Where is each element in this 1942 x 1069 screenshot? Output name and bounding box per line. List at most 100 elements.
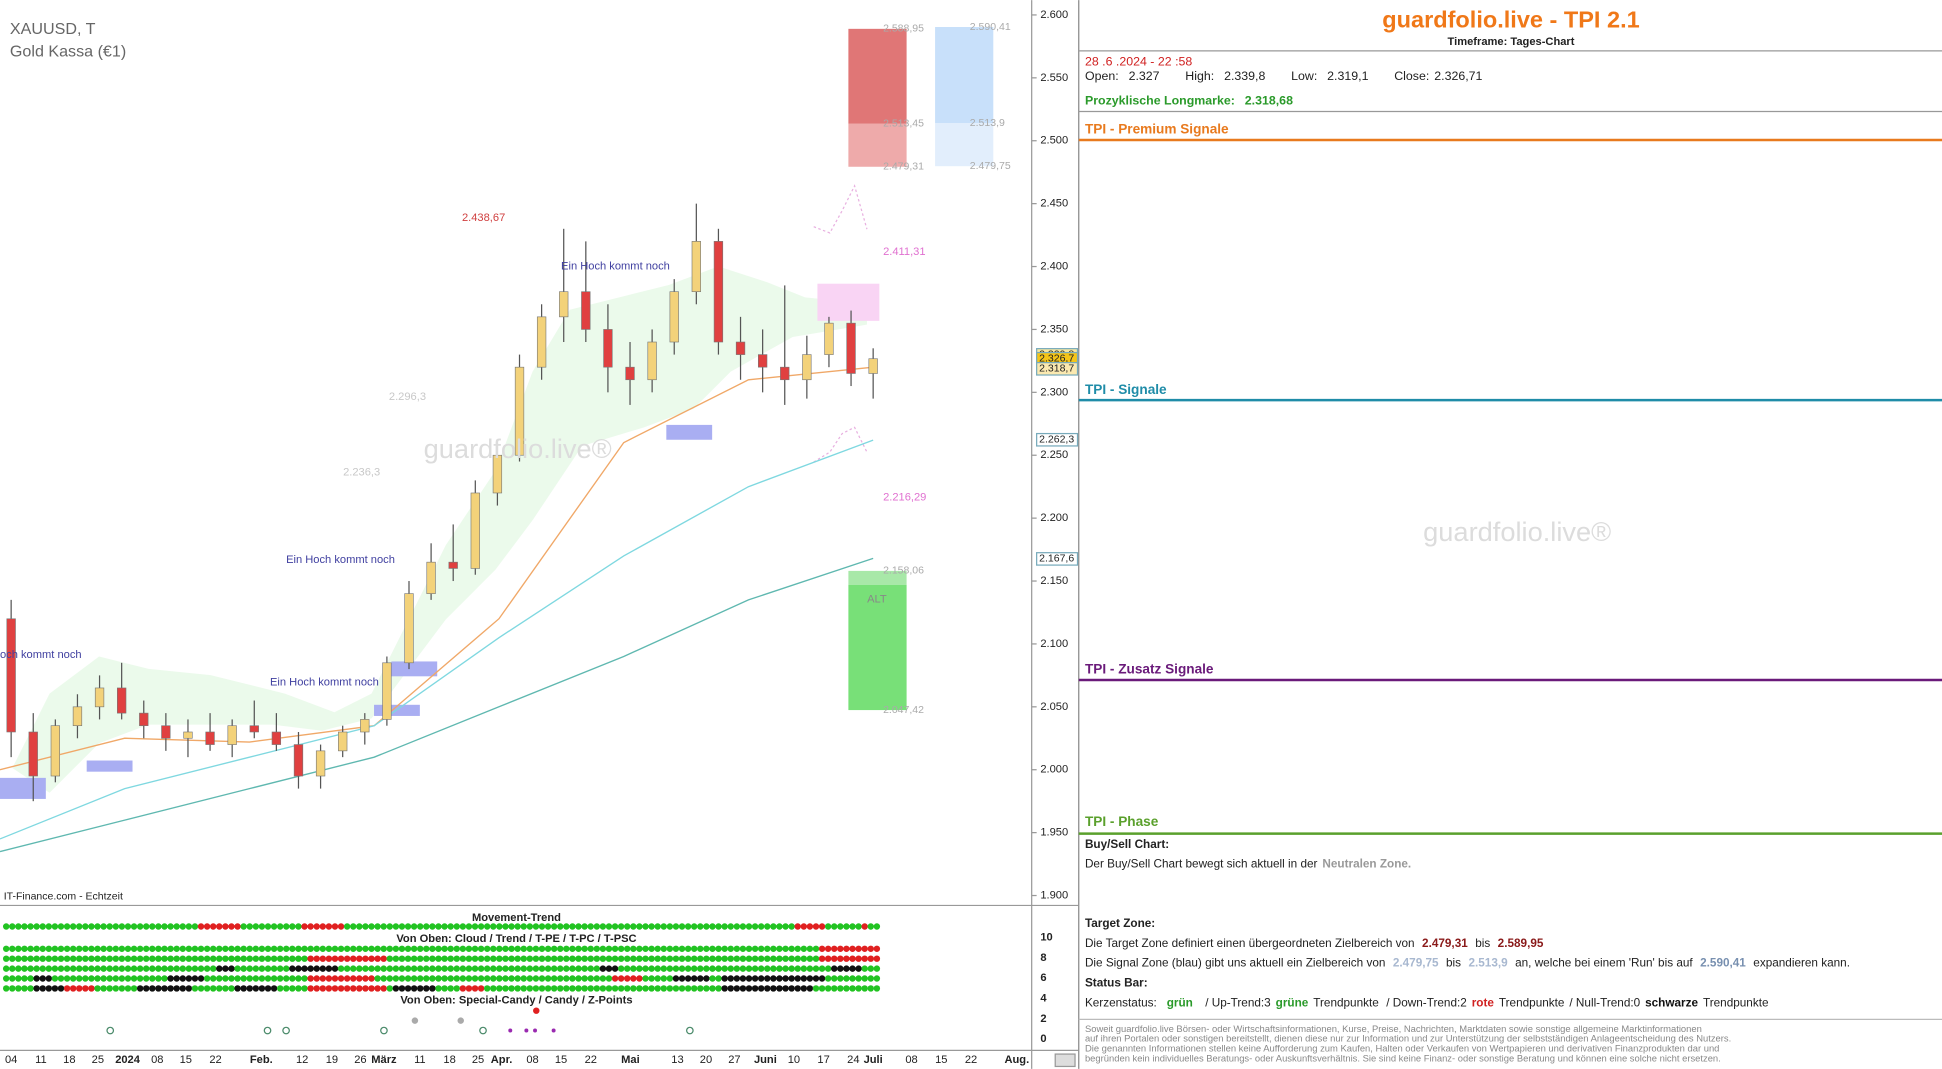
status-dot — [520, 975, 527, 982]
status-dot — [739, 923, 747, 930]
status-dot — [82, 923, 89, 930]
status-dot — [611, 955, 619, 962]
disclaimer: Soweit guardfolio.live Börsen- oder Wirt… — [1085, 1023, 1702, 1034]
status-dot — [477, 985, 485, 992]
status-dot — [818, 945, 826, 953]
status-dot — [252, 975, 260, 982]
status-dot — [520, 945, 527, 953]
status-dot — [234, 975, 241, 982]
status-dot — [76, 975, 83, 982]
status-dot — [782, 975, 789, 982]
status-dot — [319, 945, 327, 953]
status-dot — [392, 965, 400, 972]
status-dot — [788, 965, 795, 972]
moving-average — [0, 366, 874, 771]
annotation: Ein Hoch kommt noch — [0, 649, 82, 661]
y-tick-label: 2.200 — [1040, 512, 1068, 524]
status-dot — [252, 945, 260, 953]
status-dot — [660, 965, 667, 972]
status-dot — [514, 955, 521, 962]
status-dot — [143, 975, 150, 982]
candle-body — [691, 241, 701, 293]
status-dot — [57, 985, 65, 992]
status-dot — [63, 965, 71, 972]
value: 2.479,31 — [1422, 937, 1468, 950]
value: 2.318,68 — [1245, 94, 1293, 108]
status-dot — [471, 965, 479, 972]
status-dot — [82, 945, 89, 953]
candle-body — [559, 291, 569, 318]
axis-marker-label: 2.167,6 — [1039, 553, 1074, 565]
status-dot — [380, 985, 387, 992]
status-dot — [812, 955, 820, 962]
status-dot — [770, 945, 777, 953]
status-dot — [258, 975, 266, 982]
y-tick-label: 2.600 — [1040, 9, 1068, 21]
scroll-button[interactable] — [1054, 1053, 1076, 1068]
status-dot — [782, 985, 789, 992]
status-dot — [197, 955, 205, 962]
status-dot — [234, 945, 241, 953]
status-dot — [806, 955, 814, 962]
status-dot — [831, 945, 838, 953]
y-tick-label: 2 — [1040, 1013, 1046, 1025]
status-dot — [228, 955, 235, 962]
status-dot — [21, 965, 28, 972]
status-dot — [380, 965, 387, 972]
status-dot — [642, 975, 649, 982]
status-dot — [264, 945, 272, 953]
status-dot — [544, 923, 552, 930]
status-dot — [757, 923, 765, 930]
status-dot — [843, 965, 850, 972]
x-tick-label: 17 — [817, 1054, 829, 1066]
status-dot — [155, 955, 162, 962]
status-dot — [751, 965, 759, 972]
x-tick-label: 11 — [414, 1054, 426, 1066]
status-dot — [350, 985, 357, 992]
status-dot — [319, 975, 327, 982]
status-dot — [350, 923, 357, 930]
status-dot — [33, 955, 40, 962]
status-dot — [508, 985, 515, 992]
status-dot — [167, 955, 174, 962]
signal-box — [666, 424, 713, 440]
status-dot — [703, 945, 710, 953]
status-dot — [130, 975, 138, 982]
status-dot — [532, 975, 540, 982]
x-tick-label: 22 — [209, 1054, 221, 1066]
text: bis — [1475, 937, 1490, 950]
status-dot — [179, 945, 186, 953]
status-dot — [550, 923, 558, 930]
status-dot — [45, 965, 53, 972]
status-dot — [684, 923, 692, 930]
status-dot — [630, 965, 637, 972]
status-dot — [356, 955, 363, 962]
status-dot — [776, 923, 783, 930]
text: an, welche bei einem 'Run' bis auf — [1515, 957, 1693, 970]
status-dot — [703, 955, 710, 962]
status-dot — [654, 975, 661, 982]
status-dot — [234, 955, 241, 962]
status-dot — [331, 955, 339, 962]
status-dot — [417, 975, 424, 982]
status-dot — [587, 923, 594, 930]
paragraph: Die Target Zone definiert einen übergeor… — [1085, 937, 1544, 950]
y-tick-label: 6 — [1040, 972, 1046, 984]
status-dot — [27, 965, 34, 972]
y-tick-label: 8 — [1040, 952, 1046, 964]
status-dot — [57, 965, 65, 972]
status-dot — [69, 975, 77, 982]
status-dot — [794, 985, 801, 992]
status-dot — [697, 985, 704, 992]
status-dot — [824, 975, 832, 982]
status-dot — [776, 955, 783, 962]
status-dot — [563, 965, 570, 972]
status-dot — [703, 975, 710, 982]
status-dot — [739, 965, 747, 972]
status-dot — [429, 985, 436, 992]
status-dot — [477, 975, 485, 982]
label: High: — [1185, 69, 1214, 83]
status-dot — [593, 965, 601, 972]
x-tick-label: 04 — [5, 1054, 17, 1066]
status-dot — [185, 975, 193, 982]
